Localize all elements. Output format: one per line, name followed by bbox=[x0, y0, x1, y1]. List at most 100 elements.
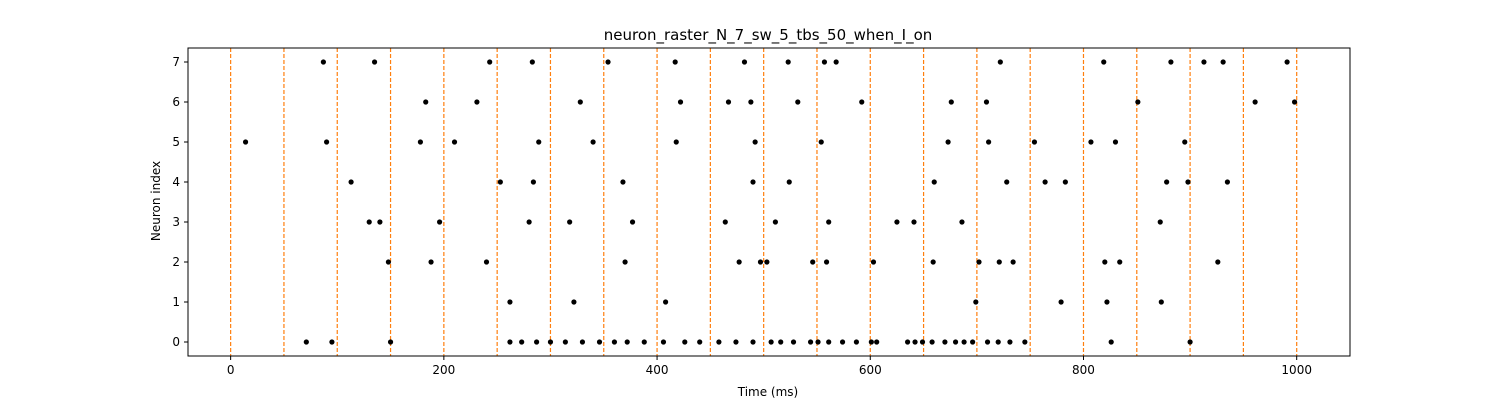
spike-point bbox=[1220, 59, 1226, 65]
spike-point bbox=[371, 59, 378, 65]
spike-point bbox=[1164, 179, 1170, 185]
spike-point bbox=[697, 339, 703, 345]
spike-point bbox=[931, 179, 937, 185]
spike-point bbox=[818, 139, 824, 145]
spike-point bbox=[624, 339, 630, 345]
y-axis-label: Neuron index bbox=[149, 161, 163, 241]
spike-point bbox=[1062, 179, 1068, 185]
spike-point bbox=[970, 339, 976, 345]
spike-point bbox=[1101, 59, 1107, 65]
spike-point bbox=[474, 99, 480, 105]
spike-point bbox=[303, 339, 309, 345]
spike-point bbox=[768, 339, 774, 345]
x-tick-label: 1000 bbox=[1281, 363, 1312, 377]
y-axis-ticks: 0 1 2 3 4 5 6 7 bbox=[172, 55, 188, 349]
spike-point bbox=[590, 139, 596, 145]
spike-point bbox=[672, 59, 678, 65]
trial-vlines bbox=[230, 48, 1298, 356]
spike-point bbox=[945, 139, 951, 145]
spike-point bbox=[417, 139, 423, 145]
spike-point bbox=[778, 339, 784, 345]
spike-point bbox=[750, 339, 756, 345]
spike-point bbox=[1157, 219, 1163, 225]
spike-point bbox=[1187, 339, 1193, 345]
spike-point bbox=[725, 99, 732, 105]
spike-point bbox=[912, 339, 918, 345]
spike-point bbox=[823, 259, 830, 265]
spike-point bbox=[1252, 99, 1258, 105]
spike-point bbox=[529, 59, 535, 65]
spike-point bbox=[790, 339, 797, 345]
spike-point bbox=[752, 139, 758, 145]
spike-point bbox=[868, 339, 874, 345]
spike-point bbox=[577, 99, 583, 105]
spike-point bbox=[929, 339, 935, 345]
spike-point bbox=[948, 99, 954, 105]
spike-point bbox=[620, 179, 626, 185]
x-axis-ticks: 0 200 400 600 800 1000 bbox=[227, 356, 1312, 377]
spike-point bbox=[497, 179, 503, 185]
x-tick-label: 800 bbox=[1072, 363, 1095, 377]
spike-point bbox=[736, 259, 742, 265]
spike-point bbox=[1112, 139, 1119, 145]
spike-point bbox=[1185, 179, 1191, 185]
spike-point bbox=[748, 99, 754, 105]
spike-point bbox=[984, 339, 991, 345]
spike-point bbox=[853, 339, 860, 345]
spike-point bbox=[833, 59, 839, 65]
y-tick-label: 5 bbox=[172, 135, 180, 149]
spike-point bbox=[567, 219, 573, 225]
spike-point bbox=[839, 339, 846, 345]
spike-point bbox=[821, 59, 828, 65]
spike-point bbox=[348, 179, 354, 185]
spike-point bbox=[323, 139, 330, 145]
spike-point bbox=[673, 139, 679, 145]
spike-point bbox=[629, 219, 636, 225]
spike-point bbox=[1182, 139, 1188, 145]
spike-point bbox=[530, 179, 537, 185]
spike-point bbox=[662, 299, 669, 305]
spike-point bbox=[1215, 259, 1221, 265]
spike-point bbox=[983, 99, 990, 105]
spike-point bbox=[385, 259, 392, 265]
spike-point bbox=[387, 339, 394, 345]
spike-point bbox=[942, 339, 948, 345]
spike-point bbox=[242, 139, 249, 145]
spike-point bbox=[870, 259, 877, 265]
plot-frame bbox=[187, 47, 1351, 357]
spike-point bbox=[320, 59, 326, 65]
x-axis-label: Time (ms) bbox=[737, 385, 799, 399]
spike-point bbox=[772, 219, 778, 225]
spike-point bbox=[536, 139, 542, 145]
y-tick-label: 4 bbox=[172, 175, 180, 189]
spike-point bbox=[451, 139, 458, 145]
x-tick-label: 0 bbox=[227, 363, 235, 377]
x-tick-label: 400 bbox=[646, 363, 669, 377]
spike-point bbox=[1284, 59, 1290, 65]
spike-point bbox=[1058, 299, 1064, 305]
spike-point bbox=[995, 339, 1001, 345]
spike-point bbox=[764, 259, 770, 265]
spike-point bbox=[1022, 339, 1028, 345]
x-tick-label: 600 bbox=[859, 363, 882, 377]
spike-point bbox=[682, 339, 688, 345]
spike-point bbox=[911, 219, 917, 225]
spike-point bbox=[534, 339, 540, 345]
spike-point bbox=[483, 259, 490, 265]
spike-point bbox=[547, 339, 554, 345]
spike-point bbox=[859, 99, 865, 105]
spike-point bbox=[622, 259, 628, 265]
spike-point bbox=[973, 299, 979, 305]
spike-point bbox=[733, 339, 739, 345]
x-tick-label: 200 bbox=[432, 363, 455, 377]
spike-point bbox=[611, 339, 618, 345]
spike-point bbox=[519, 339, 525, 345]
spike-point bbox=[377, 219, 383, 225]
spike-point bbox=[1031, 139, 1038, 145]
spike-point bbox=[660, 339, 667, 345]
spike-point bbox=[786, 179, 792, 185]
y-tick-label: 7 bbox=[172, 55, 180, 69]
spike-point bbox=[526, 219, 532, 225]
y-tick-label: 0 bbox=[172, 335, 180, 349]
